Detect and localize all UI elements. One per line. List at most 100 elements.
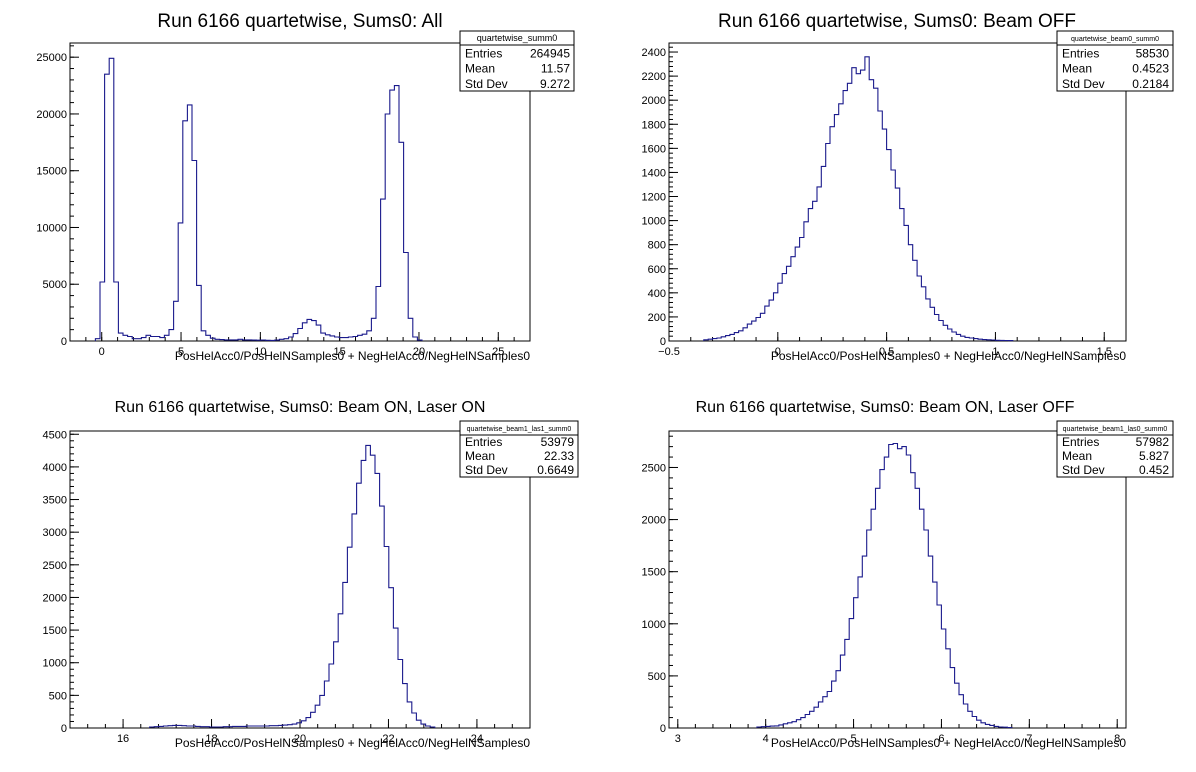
y-tick-label: 500 [49, 690, 67, 702]
x-axis-label: PosHelAcc0/PosHelNSamples0 + NegHelAcc0/… [771, 349, 1126, 363]
x-tick-label: 18 [205, 733, 217, 745]
x-axis-label: PosHelAcc0/PosHelNSamples0 + NegHelAcc0/… [175, 736, 530, 750]
y-tick-label: 1000 [642, 619, 666, 631]
stats-value: 58530 [1136, 46, 1170, 60]
plot-frame [668, 430, 1127, 729]
y-tick-label: 3000 [43, 527, 67, 539]
x-tick-label: 20 [294, 733, 306, 745]
y-tick-label: 1000 [642, 216, 666, 228]
y-tick-label: 4000 [43, 462, 67, 474]
y-tick-label: 20000 [36, 109, 67, 121]
histogram-series [756, 442, 1013, 729]
stats-label: Mean [1062, 62, 1092, 76]
stats-label: Std Dev [1062, 77, 1105, 91]
x-tick-label: 1.5 [1097, 346, 1112, 358]
stats-value: 0.2184 [1132, 77, 1169, 91]
x-tick-label: 15 [334, 346, 346, 358]
stats-value: 5.827 [1139, 449, 1169, 463]
chart-title: Run 6166 quartetwise, Sums0: All [157, 11, 442, 32]
x-tick-label: 25 [492, 346, 504, 358]
y-tick-label: 500 [648, 671, 666, 683]
y-tick-label: 400 [648, 288, 666, 300]
y-tick-label: 25000 [36, 52, 67, 64]
y-tick-label: 1500 [642, 567, 666, 579]
stats-box: quartetwise_beam1_las0_summ0 Entries 57982… [1056, 420, 1174, 478]
y-tick-label: 800 [648, 240, 666, 252]
stats-box: quartetwise_beam0_summ0 Entries 58530 Mean 0… [1056, 30, 1174, 92]
y-tick-label: 2000 [43, 592, 67, 604]
stats-value: 9.272 [540, 77, 570, 91]
histogram-panel-4: Run 6166 quartetwise, Sums0: Beam ON, La… [642, 399, 1174, 750]
histogram-series [94, 57, 423, 341]
y-tick-label: 1600 [642, 143, 666, 155]
histogram-series [149, 444, 436, 728]
stats-name: quartetwise_beam1_las0_summ0 [1063, 426, 1168, 433]
stats-box-frame [1056, 420, 1174, 478]
x-tick-label: 7 [1026, 733, 1032, 745]
x-tick-label: 3 [675, 733, 681, 745]
x-tick-label: 0 [99, 346, 105, 358]
stats-name: quartetwise_beam1_las1_summ0 [467, 426, 572, 433]
stats-box-frame [459, 30, 575, 92]
stats-value: 0.452 [1139, 463, 1169, 477]
stats-label: Mean [1062, 449, 1092, 463]
y-tick-label: 2000 [642, 515, 666, 527]
stats-value: 22.33 [544, 449, 574, 463]
x-axis-label: PosHelAcc0/PosHelNSamples0 + NegHelAcc0/… [175, 349, 530, 363]
stats-name: quartetwise_summ0 [477, 33, 558, 43]
stats-label: Entries [1062, 435, 1099, 449]
stats-value: 11.57 [541, 62, 570, 76]
y-tick-label: 10000 [36, 222, 67, 234]
x-tick-label: 1 [992, 346, 998, 358]
stats-value: 0.4523 [1132, 62, 1169, 76]
y-tick-label: 2000 [642, 95, 666, 107]
stats-label: Entries [1062, 46, 1099, 60]
stats-box: quartetwise_summ0 Entries 264945 Mean 11.57 S… [459, 30, 575, 92]
y-tick-label: 0 [61, 723, 67, 735]
y-tick-label: 0 [660, 336, 666, 348]
y-tick-label: 0 [660, 723, 666, 735]
chart-title: Run 6166 quartetwise, Sums0: Beam ON, La… [115, 399, 486, 416]
x-tick-label: 10 [254, 346, 266, 358]
y-tick-label: 2400 [642, 47, 666, 59]
y-tick-label: 2500 [642, 462, 666, 474]
y-tick-label: 1500 [43, 625, 67, 637]
x-tick-label: 5 [178, 346, 184, 358]
stats-label: Std Dev [1062, 463, 1105, 477]
y-tick-label: 1000 [43, 658, 67, 670]
stats-value: 0.6649 [537, 463, 574, 477]
y-tick-label: 15000 [36, 166, 67, 178]
y-tick-label: 4500 [43, 429, 67, 441]
x-tick-label: 4 [763, 733, 769, 745]
y-tick-label: 600 [648, 264, 666, 276]
x-tick-label: 0 [775, 346, 781, 358]
stats-value: 264945 [530, 46, 570, 60]
histogram-panel-2: Run 6166 quartetwise, Sums0: Beam OFF −0.… [642, 11, 1174, 363]
stats-box-frame [459, 420, 579, 478]
y-tick-label: 1800 [642, 119, 666, 131]
y-tick-label: 0 [61, 336, 67, 348]
chart-title: Run 6166 quartetwise, Sums0: Beam OFF [718, 11, 1076, 32]
y-tick-label: 1400 [642, 167, 666, 179]
plot-frame [69, 42, 531, 342]
y-tick-label: 1200 [642, 192, 666, 204]
stats-box: quartetwise_beam1_las1_summ0 Entries 53979… [459, 420, 579, 478]
y-tick-label: 200 [648, 312, 666, 324]
stats-label: Std Dev [465, 463, 508, 477]
stats-label: Mean [465, 449, 495, 463]
y-tick-label: 2500 [43, 560, 67, 572]
x-tick-label: −0.5 [658, 346, 680, 358]
stats-label: Std Dev [465, 77, 508, 91]
histogram-series [703, 56, 1014, 342]
histogram-panel-3: Run 6166 quartetwise, Sums0: Beam ON, La… [43, 399, 579, 750]
stats-name: quartetwise_beam0_summ0 [1071, 36, 1159, 43]
y-tick-label: 5000 [43, 279, 67, 291]
stats-label: Entries [465, 435, 502, 449]
stats-value: 57982 [1136, 435, 1170, 449]
x-tick-label: 20 [413, 346, 425, 358]
chart-title: Run 6166 quartetwise, Sums0: Beam ON, La… [696, 399, 1075, 416]
x-axis-label: PosHelAcc0/PosHelNSamples0 + NegHelAcc0/… [771, 736, 1126, 750]
histogram-panel-1: Run 6166 quartetwise, Sums0: All 0 5 10 15 20… [36, 11, 575, 363]
